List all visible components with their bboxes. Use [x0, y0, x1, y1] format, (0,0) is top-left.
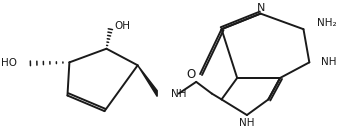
- Text: N: N: [256, 3, 265, 13]
- Text: NH: NH: [171, 89, 186, 99]
- Text: O: O: [186, 68, 195, 81]
- Text: HO: HO: [1, 58, 17, 68]
- Text: NH₂: NH₂: [317, 18, 337, 28]
- Text: OH: OH: [114, 21, 130, 31]
- Text: NH: NH: [321, 57, 337, 67]
- Polygon shape: [138, 65, 157, 96]
- Text: NH: NH: [239, 118, 254, 128]
